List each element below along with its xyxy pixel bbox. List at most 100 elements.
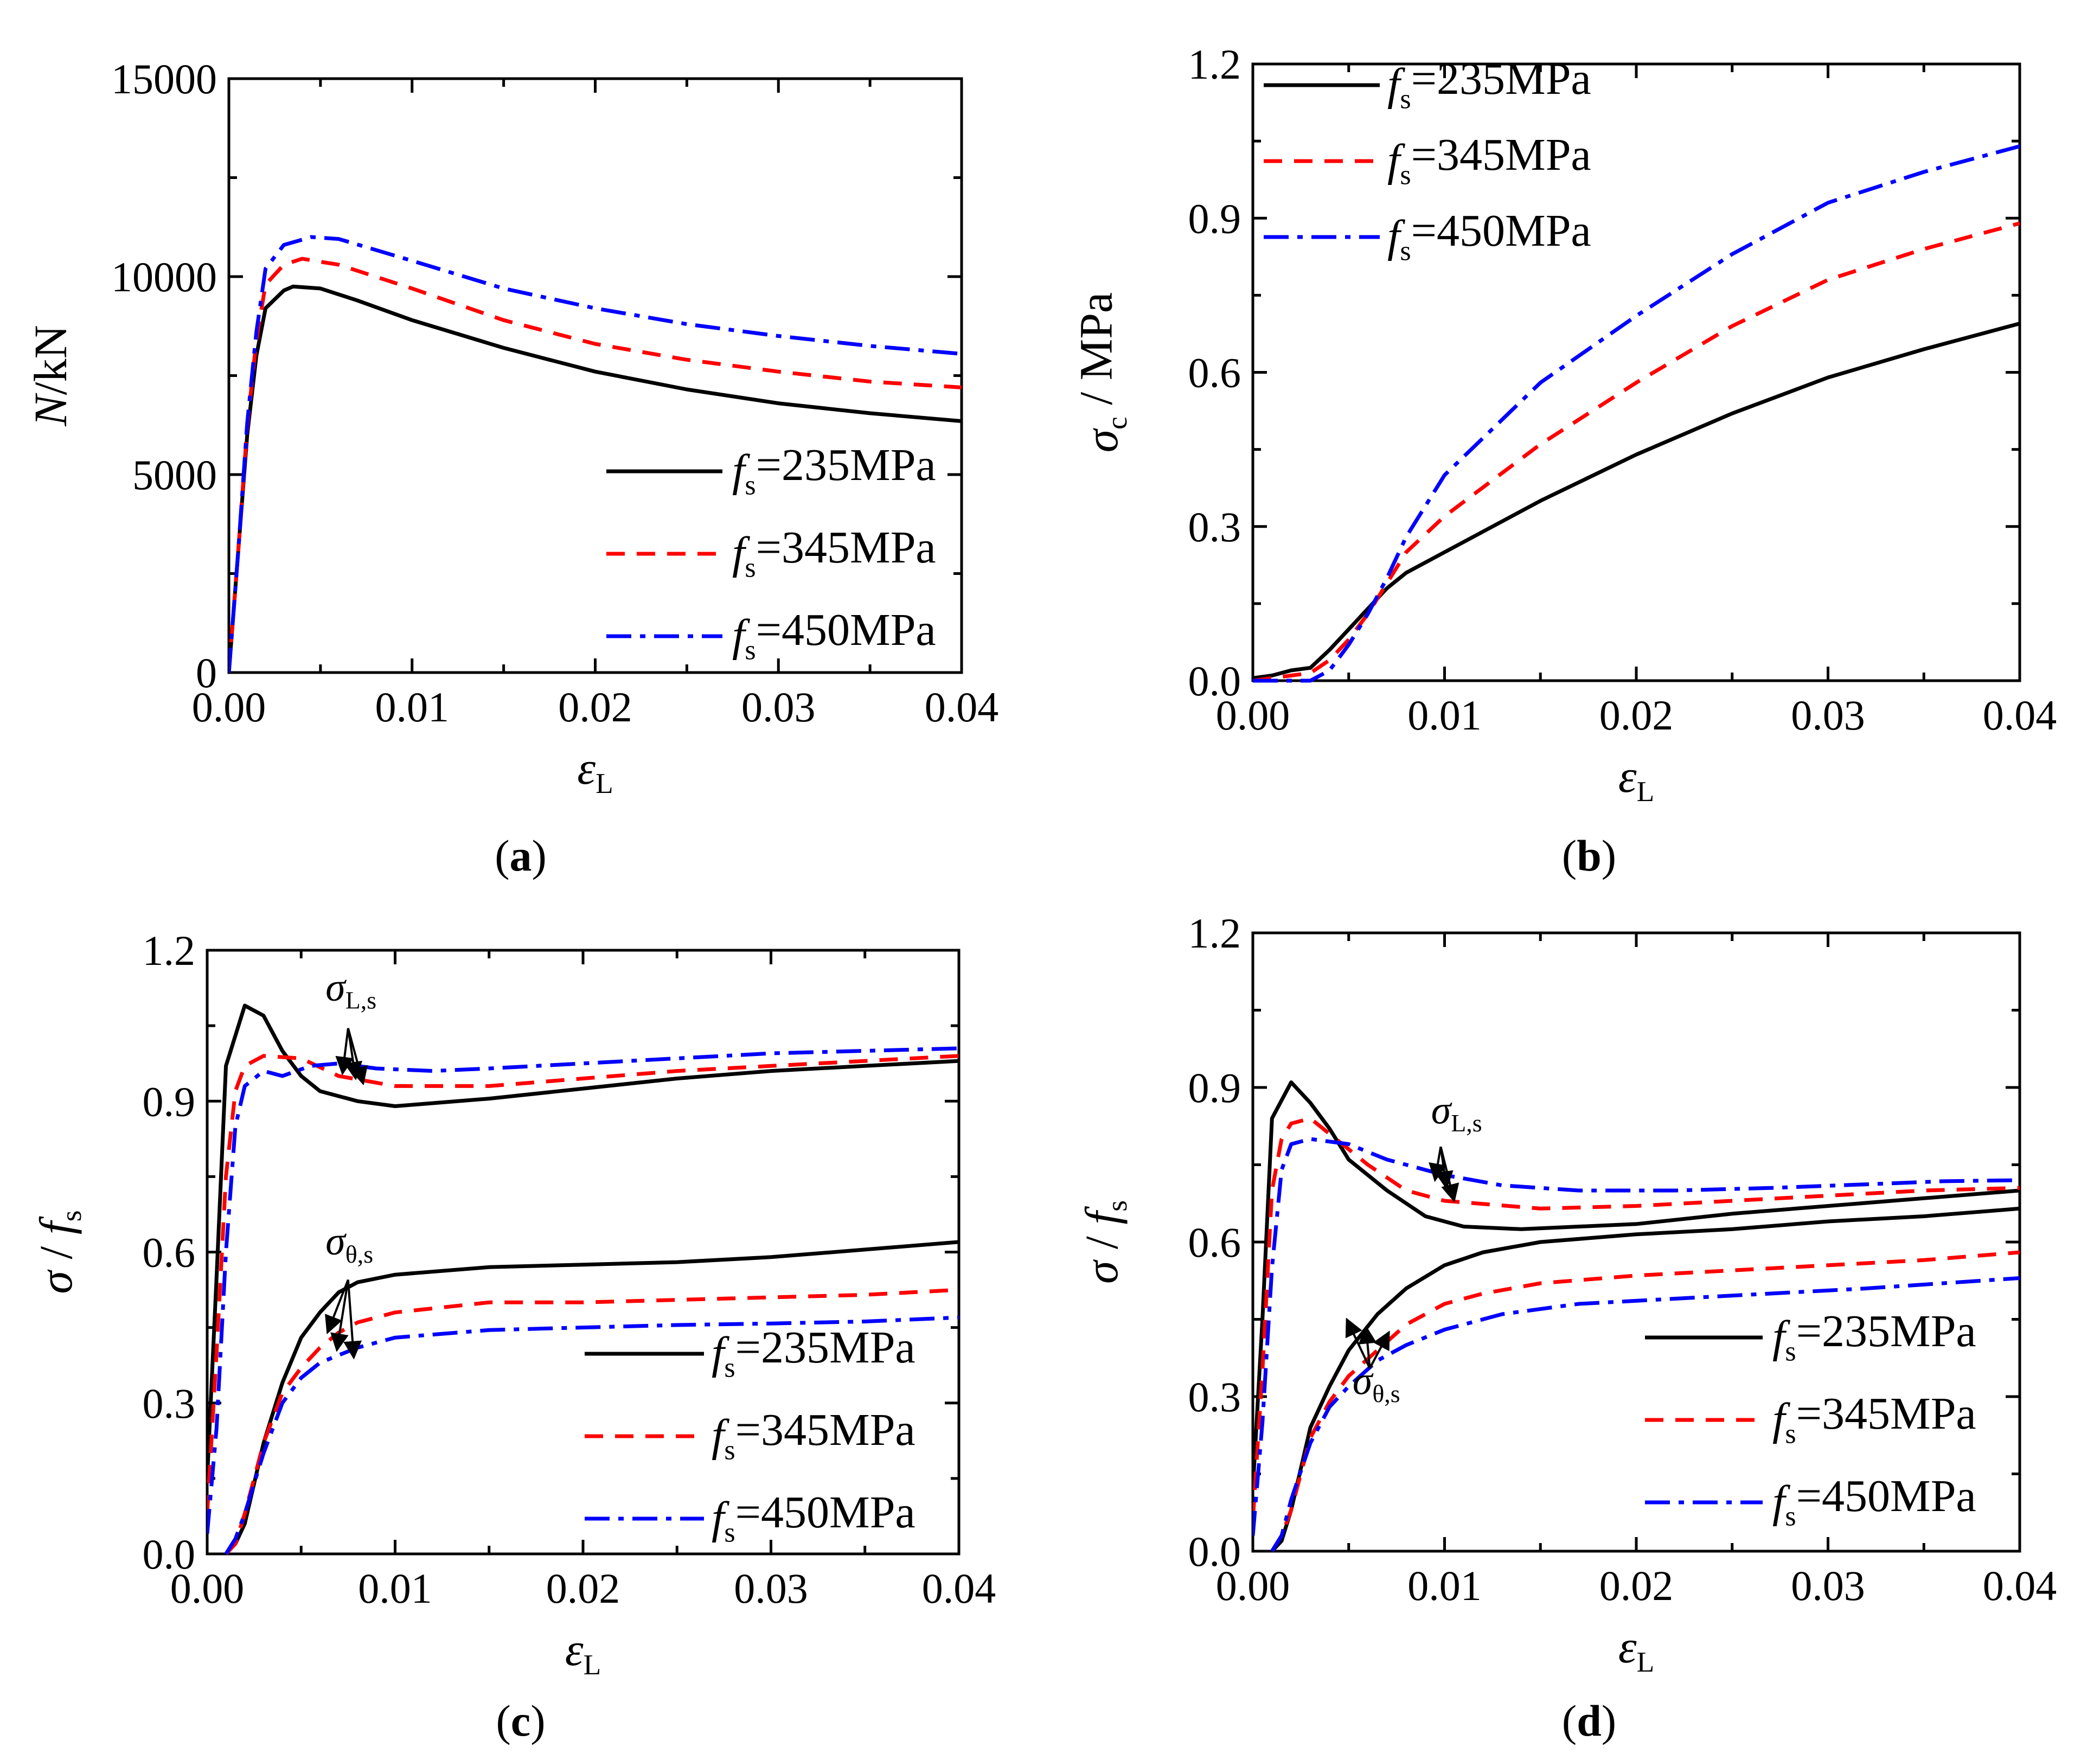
legend-entry: fs=345MPa bbox=[732, 522, 936, 584]
x-tick-label: 0.03 bbox=[1791, 1562, 1865, 1609]
plot-frame bbox=[1251, 62, 2021, 682]
annotation-label-subscript: θ,s bbox=[1372, 1380, 1400, 1407]
annotation-arrow bbox=[1345, 1317, 1371, 1369]
series-group bbox=[1253, 1080, 2020, 1553]
annotation: σθ,s bbox=[325, 1219, 373, 1360]
legend-entry: fs=450MPa bbox=[712, 1487, 915, 1548]
y-tick-label: 0.9 bbox=[1188, 1064, 1241, 1111]
series-line-b-0 bbox=[1253, 322, 2020, 680]
legend: fs=235MPa fs=345MPa fs=450MPa bbox=[1264, 54, 1591, 267]
legend-entry-subscript: s bbox=[1785, 1501, 1796, 1532]
x-axis-label: εL bbox=[1618, 750, 1654, 808]
legend-entry: fs=235MPa bbox=[1387, 54, 1591, 115]
panel-c: 0.00 0.01 0.02 0.03 0.04 0.0 0.3 0.6 0.9 1.2 εL σ /… bbox=[30, 927, 996, 1745]
panel-caption: (a) bbox=[495, 831, 547, 880]
y-tick-label: 1.2 bbox=[1188, 910, 1241, 957]
annotation-label-symbol: σ bbox=[325, 1219, 347, 1264]
series-line-b-2 bbox=[1253, 144, 2020, 683]
y-tick-label: 0.6 bbox=[143, 1229, 196, 1276]
series-line-d-5 bbox=[1270, 1276, 2020, 1552]
annotation-label-subscript: θ,s bbox=[345, 1240, 373, 1268]
legend-entry-value: =345MPa bbox=[1796, 1388, 1976, 1439]
x-tick-label: 0.03 bbox=[1791, 692, 1865, 739]
plot-frame bbox=[227, 77, 963, 674]
legend-entry: fs=345MPa bbox=[1772, 1388, 1976, 1450]
legend-entry-value: =345MPa bbox=[756, 522, 936, 573]
panel-b: 0.00 0.01 0.02 0.03 0.04 0.0 0.3 0.6 0.9 1.2 εL σc … bbox=[1070, 41, 2057, 880]
annotation-arrow bbox=[330, 1279, 349, 1352]
series-line-d-3 bbox=[1270, 1206, 2020, 1553]
legend-entry-subscript: s bbox=[724, 1353, 735, 1384]
annotation: σθ,s bbox=[1345, 1317, 1400, 1407]
legend-entry-subscript: s bbox=[1785, 1336, 1796, 1367]
y-tick-label: 0.3 bbox=[143, 1380, 196, 1427]
x-tick-label: 0.01 bbox=[1407, 1562, 1482, 1609]
legend-entry-subscript: s bbox=[724, 1518, 735, 1548]
y-tick-label: 0.0 bbox=[1188, 657, 1241, 705]
legend-entry-subscript: s bbox=[724, 1435, 735, 1466]
annotation-arrow bbox=[335, 1028, 354, 1076]
legend-entry: fs=345MPa bbox=[712, 1405, 915, 1466]
series-line-d-4 bbox=[1270, 1250, 2020, 1552]
y-tick-label: 1.2 bbox=[143, 927, 196, 974]
series-line-c-4 bbox=[225, 1288, 959, 1556]
legend: fs=235MPa fs=345MPa fs=450MPa bbox=[1645, 1306, 1976, 1532]
x-axis-label: εL bbox=[577, 742, 613, 799]
legend: fs=235MPa fs=345MPa fs=450MPa bbox=[585, 1322, 915, 1548]
legend-entry-subscript: s bbox=[745, 470, 756, 501]
legend-entry-subscript: s bbox=[1785, 1419, 1796, 1450]
annotation-label: σθ,s bbox=[1353, 1359, 1400, 1407]
legend-entry: fs=235MPa bbox=[712, 1322, 915, 1384]
legend: fs=235MPa fs=345MPa fs=450MPa bbox=[606, 440, 936, 666]
x-tick-label: 0.02 bbox=[558, 683, 632, 731]
legend-entry-subscript: s bbox=[1400, 84, 1411, 115]
y-tick-label: 0.3 bbox=[1188, 1373, 1241, 1420]
x-tick-label: 0.03 bbox=[734, 1565, 808, 1612]
y-tick-label: 1.2 bbox=[1188, 41, 1241, 88]
series-line-c-2 bbox=[207, 1046, 959, 1534]
x-tick-label: 0.00 bbox=[192, 683, 266, 731]
y-axis-label: σc / MPa bbox=[1070, 292, 1134, 452]
x-tick-label: 0.04 bbox=[1983, 692, 2057, 739]
y-axis-label: N/kN bbox=[24, 325, 76, 426]
series-line-d-2 bbox=[1253, 1137, 2020, 1536]
y-tick-label: 0.0 bbox=[1188, 1528, 1241, 1575]
y-tick-label: 10000 bbox=[111, 253, 217, 300]
x-axis-label: εL bbox=[1618, 1621, 1654, 1678]
annotation: σL,s bbox=[325, 965, 376, 1086]
y-tick-label: 0 bbox=[196, 649, 217, 696]
x-tick-label: 0.04 bbox=[922, 1565, 996, 1612]
series-group bbox=[1253, 144, 2020, 683]
x-tick-label: 0.01 bbox=[375, 683, 450, 731]
y-tick-label: 0.6 bbox=[1188, 1219, 1241, 1266]
legend-entry-value: =345MPa bbox=[1411, 130, 1591, 180]
panel-caption: (b) bbox=[1562, 831, 1616, 880]
series-line-d-0 bbox=[1253, 1080, 2020, 1490]
y-tick-label: 0.6 bbox=[1188, 349, 1241, 396]
y-tick-label: 15000 bbox=[111, 55, 217, 103]
annotation-arrow bbox=[1358, 1325, 1377, 1368]
legend-entry-value: =450MPa bbox=[756, 605, 936, 655]
annotation-arrow bbox=[325, 1279, 349, 1335]
series-line-a-2 bbox=[229, 235, 962, 673]
panel-a: 0.00 0.01 0.02 0.03 0.04 0 5000 10000 15000 εL N/k… bbox=[24, 55, 998, 880]
series-line-c-1 bbox=[207, 1054, 959, 1514]
legend-entry-subscript: s bbox=[745, 553, 756, 584]
legend-entry: fs=235MPa bbox=[732, 440, 936, 501]
x-tick-label: 0.02 bbox=[1599, 1562, 1674, 1609]
x-tick-label: 0.02 bbox=[1599, 692, 1674, 739]
legend-entry-subscript: s bbox=[745, 635, 756, 666]
y-tick-label: 0.9 bbox=[1188, 195, 1241, 242]
series-line-d-1 bbox=[1253, 1116, 2020, 1521]
legend-entry: fs=450MPa bbox=[1772, 1471, 1976, 1532]
y-tick-label: 5000 bbox=[132, 451, 217, 498]
annotation-label-subscript: L,s bbox=[345, 986, 376, 1014]
annotation: σL,s bbox=[1429, 1089, 1482, 1203]
legend-entry-subscript: s bbox=[1400, 160, 1411, 191]
annotation-arrow bbox=[347, 1028, 368, 1086]
annotation-label-symbol: σ bbox=[1431, 1089, 1452, 1133]
legend-entry-value: =235MPa bbox=[756, 440, 936, 490]
y-axis-label: σ / fs bbox=[1075, 1200, 1133, 1284]
series-group bbox=[207, 1003, 959, 1556]
